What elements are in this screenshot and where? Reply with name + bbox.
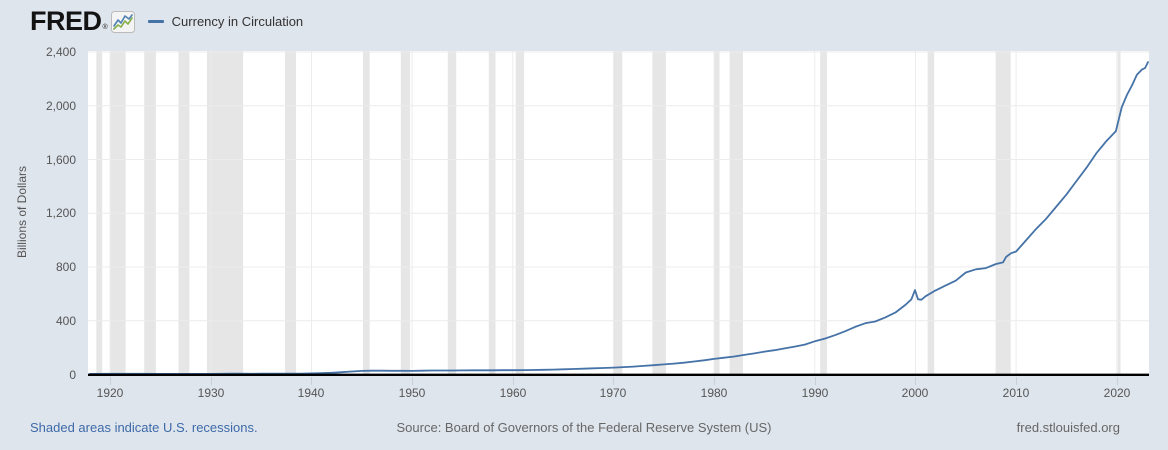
fred-chart-icon [110,10,135,33]
y-tick-label: 400 [55,314,76,328]
chart-svg [88,51,1149,376]
x-tick-label: 1960 [499,386,527,400]
fred-site-link[interactable]: fred.stlouisfed.org [1016,420,1120,435]
x-tick-label: 1940 [297,386,325,400]
fred-logo-text: FRED [30,5,102,36]
gridlines [88,51,1149,375]
recessions-note-link[interactable]: Shaded areas indicate U.S. recessions. [30,420,258,435]
y-tick-label: 1,600 [45,153,76,167]
x-tick-label: 2010 [1002,386,1030,400]
x-axis-labels: 1920 1930 1940 1950 1960 1970 1980 1990 2000 2010… [88,377,1149,403]
y-tick-label: 1,200 [45,206,76,220]
x-tick-label: 1990 [801,386,829,400]
y-tick-label: 2,400 [45,45,76,59]
source-note: Source: Board of Governors of the Federa… [396,420,772,435]
x-tick-mark [110,377,111,385]
x-tick-mark [1016,377,1017,385]
x-tick-mark [815,377,816,385]
x-tick-label: 2000 [901,386,929,400]
x-tick-mark [613,377,614,385]
y-tick-label: 0 [69,368,76,382]
legend-line-marker [147,19,164,23]
y-tick-label: 800 [55,260,76,274]
x-tick-label: 1920 [96,386,124,400]
x-tick-mark [311,377,312,385]
y-tick-label: 2,000 [45,99,76,113]
x-tick-mark [915,377,916,385]
y-axis-labels: 0 400 800 1,200 1,600 2,000 2,400 [0,0,76,400]
x-tick-label: 1970 [599,386,627,400]
legend-item-currency-in-circulation[interactable]: Currency in Circulation [147,13,304,29]
x-tick-mark [412,377,413,385]
legend-label: Currency in Circulation [171,13,304,29]
x-tick-label: 2020 [1103,386,1131,400]
x-tick-label: 1930 [197,386,225,400]
x-tick-mark [714,377,715,385]
fred-logo[interactable]: FRED ® [30,5,135,36]
registered-mark: ® [102,23,108,31]
x-tick-label: 1950 [398,386,426,400]
x-tick-label: 1980 [700,386,728,400]
x-tick-mark [513,377,514,385]
series-line-currency-in-circulation [89,61,1149,375]
chart-header: FRED ® Currency in Circulation [30,5,303,37]
x-tick-mark [1117,377,1118,385]
x-tick-mark [211,377,212,385]
plot-area[interactable] [88,51,1149,376]
